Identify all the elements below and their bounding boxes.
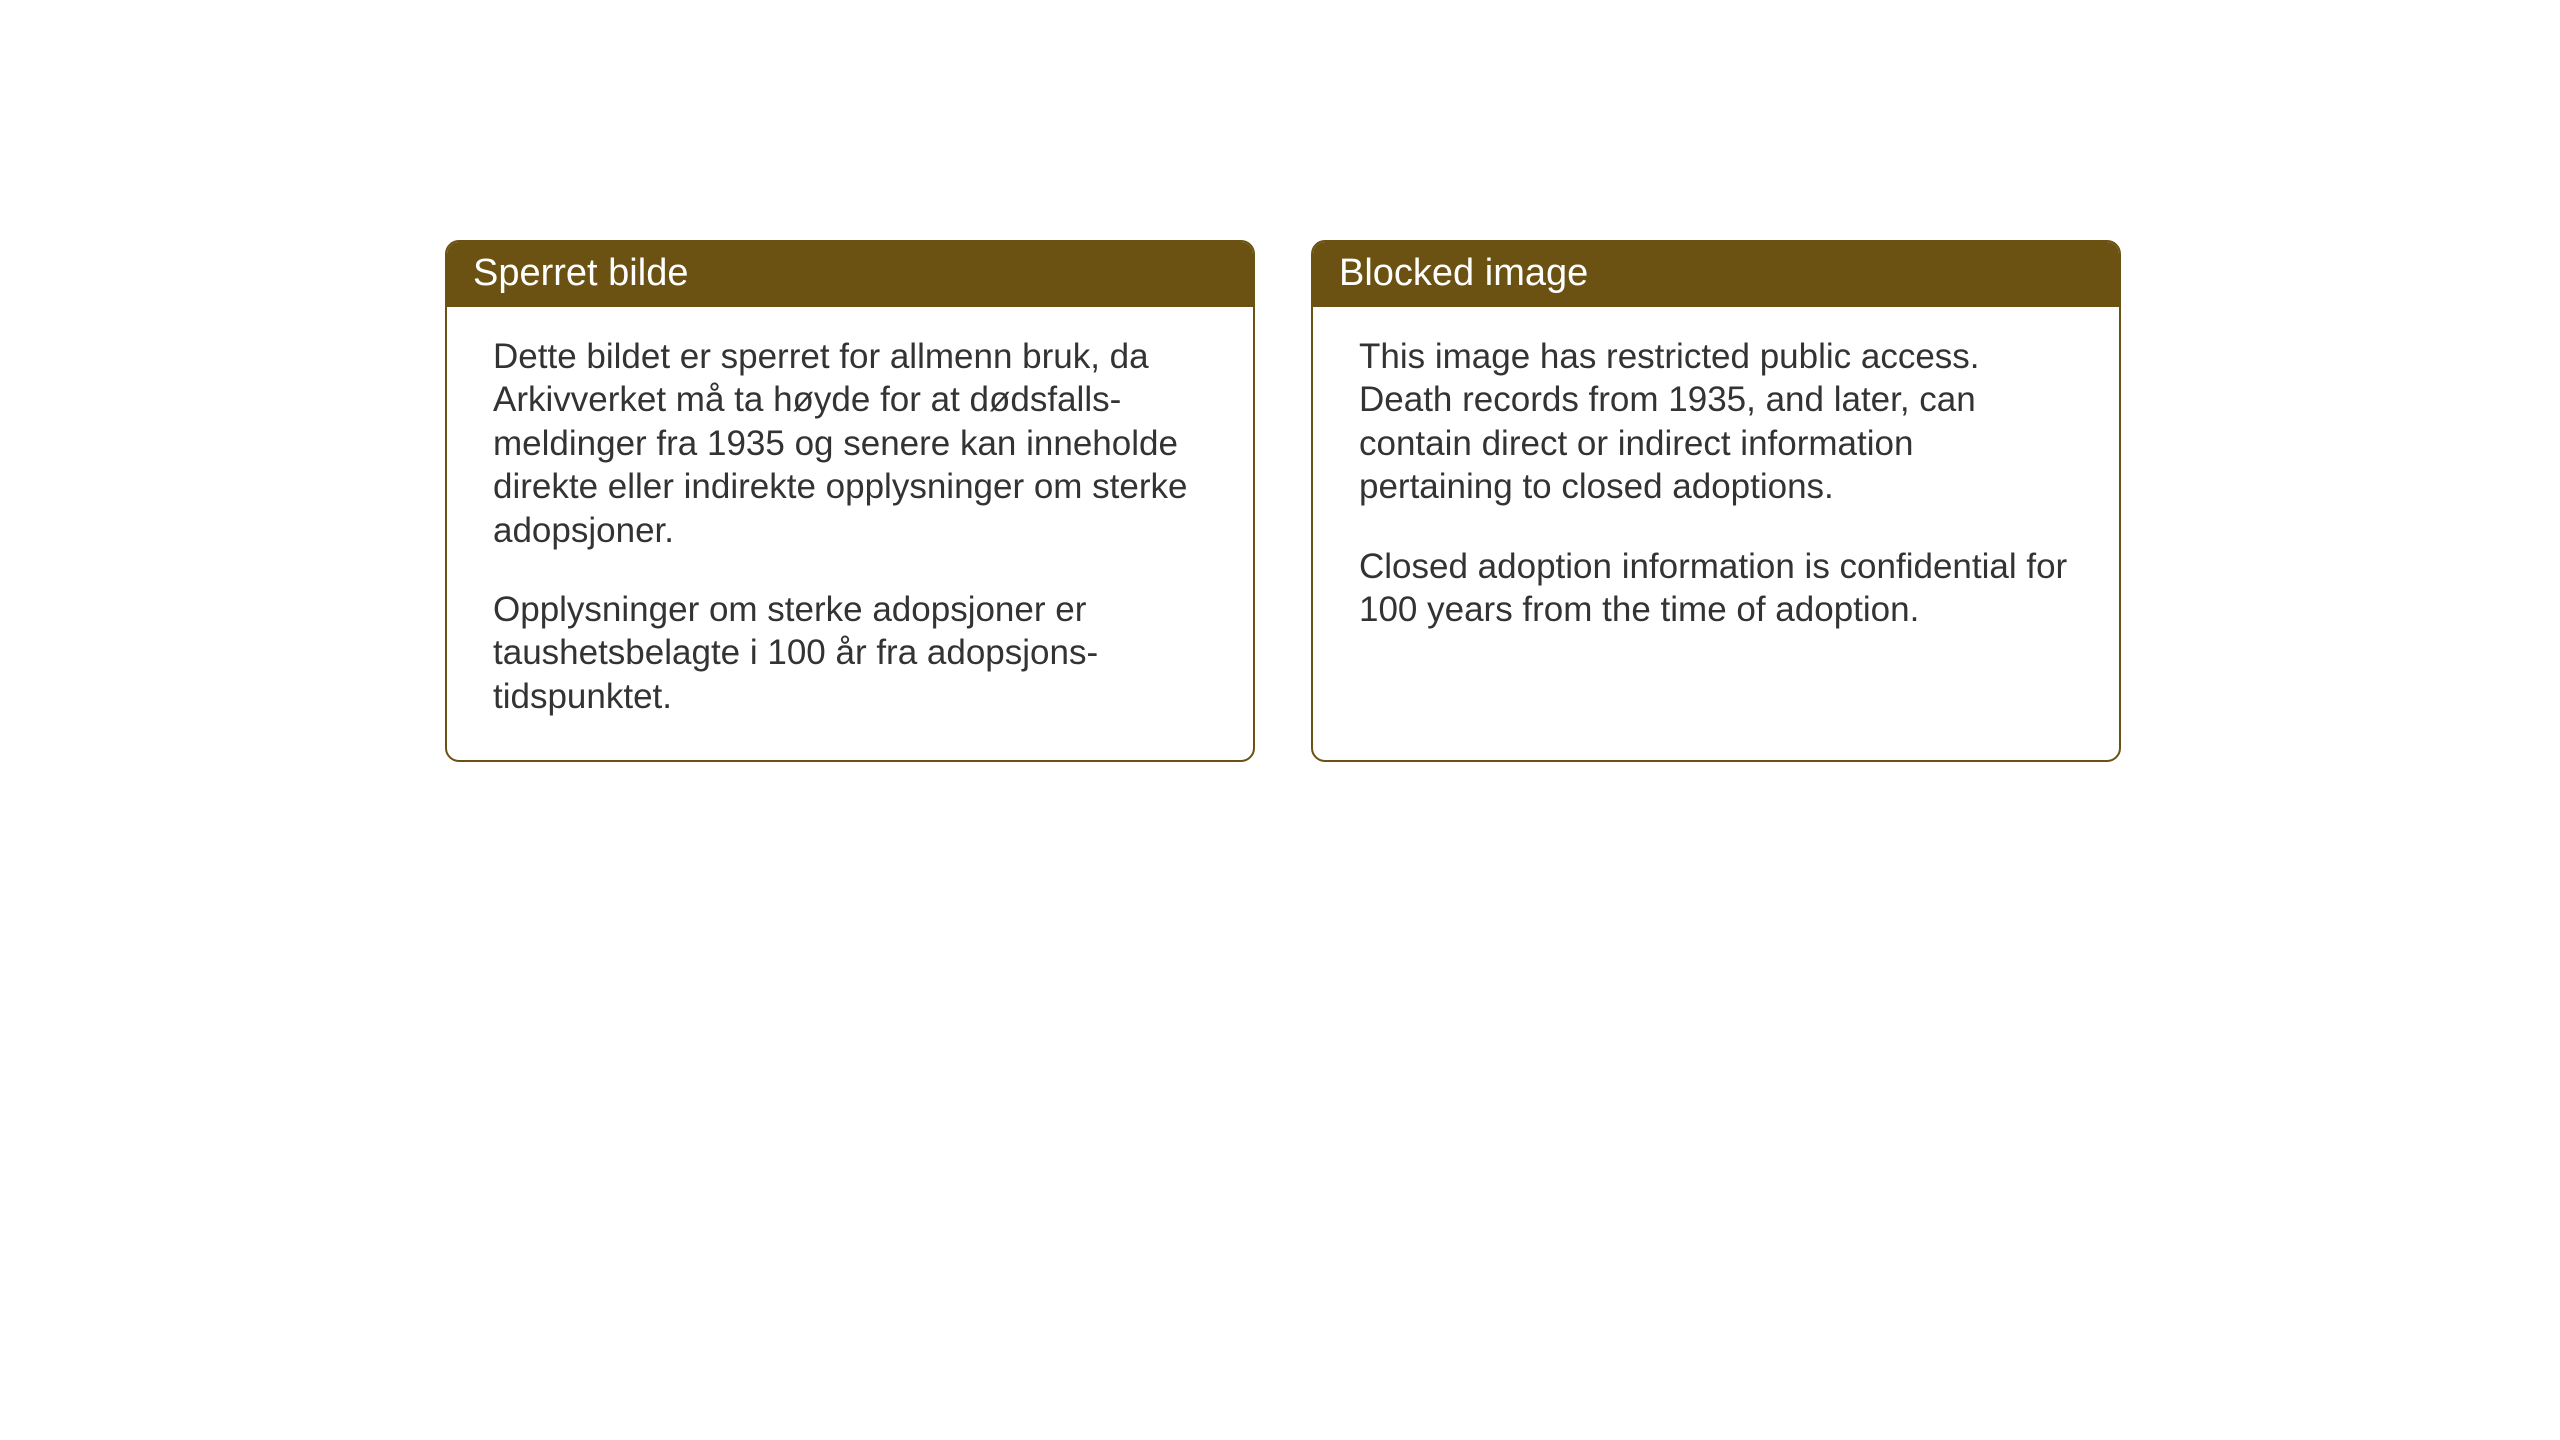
card-paragraph-1-english: This image has restricted public access.… bbox=[1359, 335, 2073, 509]
card-body-norwegian: Dette bildet er sperret for allmenn bruk… bbox=[447, 307, 1253, 760]
card-title-norwegian: Sperret bilde bbox=[473, 252, 688, 294]
card-paragraph-2-english: Closed adoption information is confident… bbox=[1359, 545, 2073, 632]
card-body-english: This image has restricted public access.… bbox=[1313, 307, 2119, 673]
notice-card-english: Blocked image This image has restricted … bbox=[1311, 240, 2121, 762]
notice-card-norwegian: Sperret bilde Dette bildet er sperret fo… bbox=[445, 240, 1255, 762]
card-paragraph-2-norwegian: Opplysninger om sterke adopsjoner er tau… bbox=[493, 588, 1207, 718]
notice-container: Sperret bilde Dette bildet er sperret fo… bbox=[445, 240, 2121, 762]
card-header-english: Blocked image bbox=[1313, 242, 2119, 307]
card-header-norwegian: Sperret bilde bbox=[447, 242, 1253, 307]
card-title-english: Blocked image bbox=[1339, 252, 1588, 294]
card-paragraph-1-norwegian: Dette bildet er sperret for allmenn bruk… bbox=[493, 335, 1207, 552]
